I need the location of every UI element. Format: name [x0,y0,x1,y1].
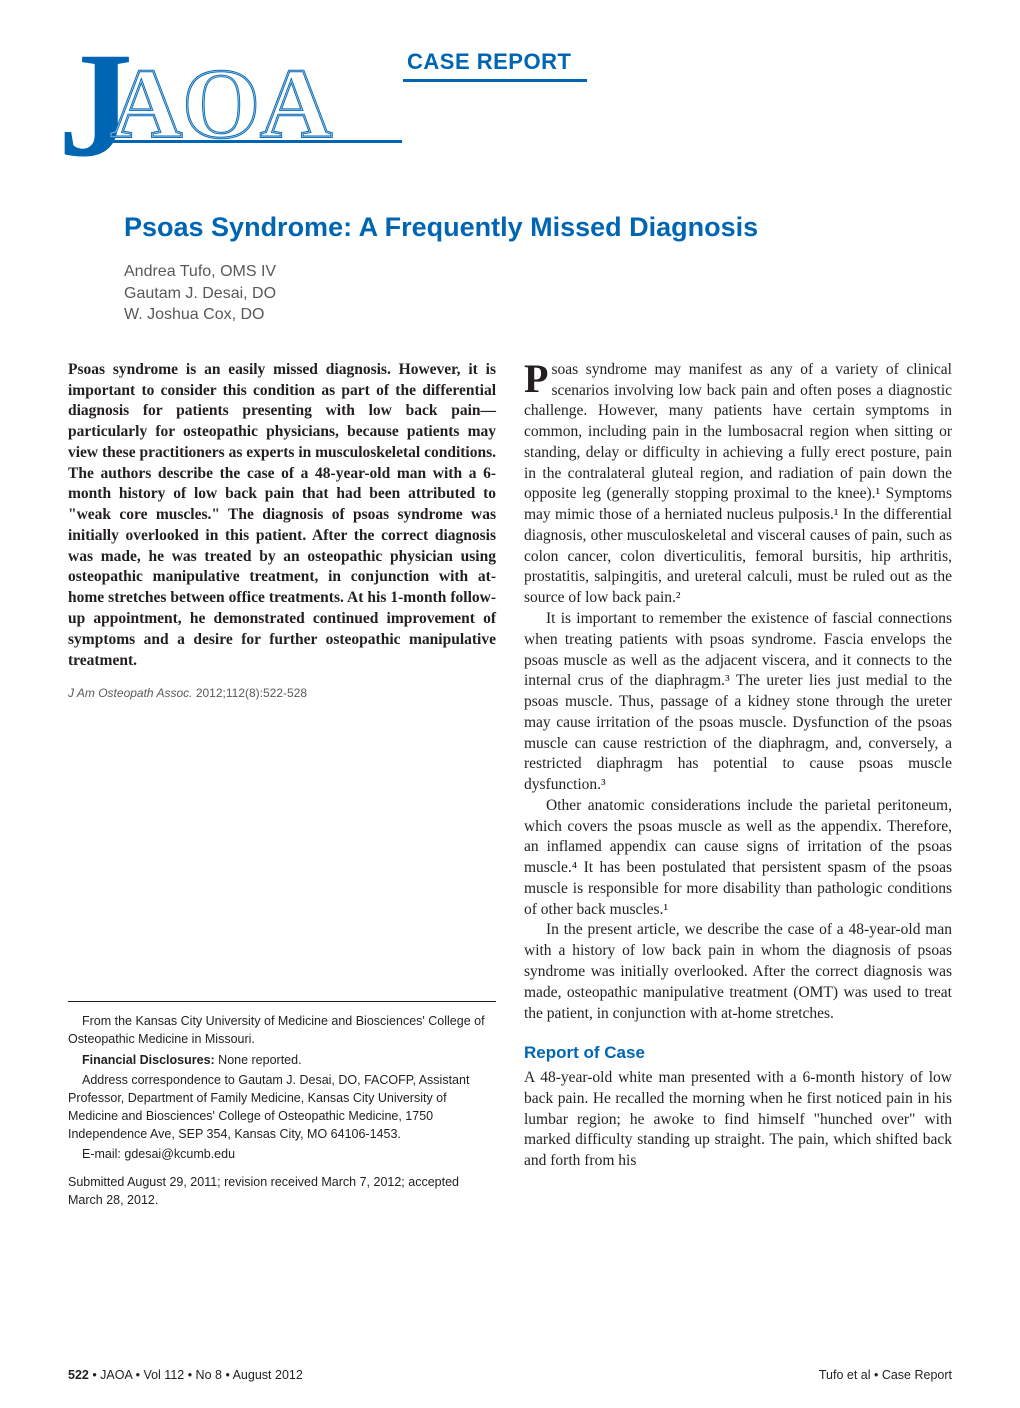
affil-correspondence: Address correspondence to Gautam J. Desa… [68,1071,496,1144]
article-title: Psoas Syndrome: A Frequently Missed Diag… [124,212,952,243]
author: Andrea Tufo, OMS IV [124,261,952,283]
disclosures-label: Financial Disclosures: [82,1053,215,1067]
citation-journal: J Am Osteopath Assoc. [68,686,193,700]
author: Gautam J. Desai, DO [124,283,952,305]
footer-left-text: • JAOA • Vol 112 • No 8 • August 2012 [89,1368,303,1382]
abstract: Psoas syndrome is an easily missed diagn… [68,360,496,671]
affil-disclosures: Financial Disclosures: None reported. [68,1051,496,1069]
right-column: Psoas syndrome may manifest as any of a … [524,360,952,1212]
body-paragraph: It is important to remember the existenc… [524,609,952,796]
section-label: CASE REPORT [403,42,587,82]
page-footer: 522 • JAOA • Vol 112 • No 8 • August 201… [68,1368,952,1382]
affil-from: From the Kansas City University of Medic… [68,1012,496,1048]
affil-email: E-mail: gdesai@kcumb.edu [68,1145,496,1163]
affil-submitted: Submitted August 29, 2011; revision rece… [68,1173,496,1209]
intro-text: soas syndrome may manifest as any of a v… [524,361,952,606]
dropcap: P [524,360,551,396]
intro-paragraph: Psoas syndrome may manifest as any of a … [524,360,952,609]
body-paragraph: In the present article, we describe the … [524,920,952,1024]
citation: J Am Osteopath Assoc. 2012;112(8):522-52… [68,685,496,701]
footer-right: Tufo et al • Case Report [819,1368,952,1382]
citation-ref: 2012;112(8):522-528 [193,686,308,700]
affiliations-block: From the Kansas City University of Medic… [68,1001,496,1209]
two-column-layout: Psoas syndrome is an easily missed diagn… [68,360,952,1212]
svg-text:AOA: AOA [110,48,332,159]
footer-left: 522 • JAOA • Vol 112 • No 8 • August 201… [68,1368,303,1382]
section-heading: Report of Case [524,1042,952,1065]
disclosures-text: None reported. [215,1053,302,1067]
authors-block: Andrea Tufo, OMS IV Gautam J. Desai, DO … [124,261,952,326]
left-column: Psoas syndrome is an easily missed diagn… [68,360,496,1212]
body-paragraph: Other anatomic considerations include th… [524,796,952,921]
case-paragraph: A 48-year-old white man presented with a… [524,1068,952,1172]
masthead: J AOA AOA CASE REPORT [68,42,952,172]
jaoa-logo: J AOA AOA [58,37,403,167]
page-number: 522 [68,1368,89,1382]
author: W. Joshua Cox, DO [124,304,952,326]
